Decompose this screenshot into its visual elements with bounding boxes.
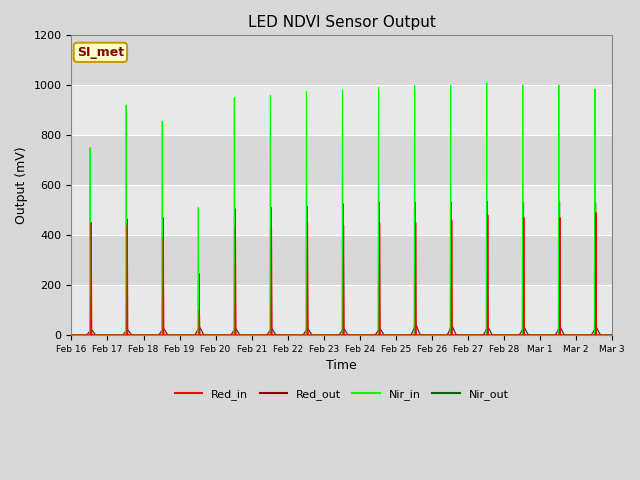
Bar <box>72 185 612 235</box>
X-axis label: Time: Time <box>326 359 357 372</box>
Bar <box>72 135 612 185</box>
Bar <box>72 285 612 335</box>
Bar <box>72 85 612 135</box>
Bar <box>72 36 612 85</box>
Bar <box>72 235 612 285</box>
Y-axis label: Output (mV): Output (mV) <box>15 146 28 224</box>
Legend: Red_in, Red_out, Nir_in, Nir_out: Red_in, Red_out, Nir_in, Nir_out <box>170 384 513 404</box>
Title: LED NDVI Sensor Output: LED NDVI Sensor Output <box>248 15 436 30</box>
Text: SI_met: SI_met <box>77 46 124 59</box>
